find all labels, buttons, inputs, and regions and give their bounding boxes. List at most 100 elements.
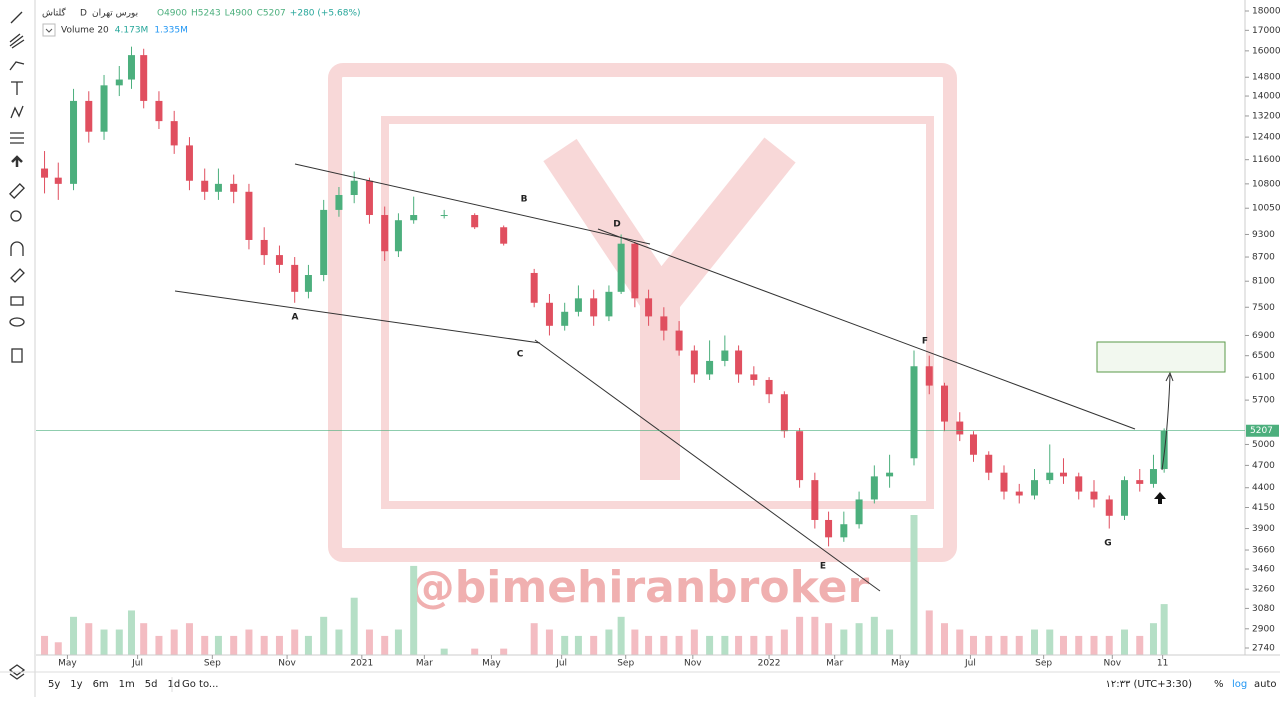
- y-tick-label: 9300: [1252, 230, 1275, 240]
- candle-body: [1059, 472, 1067, 477]
- volume-bar: [1075, 635, 1083, 655]
- candle-body: [335, 195, 343, 210]
- tool-icon[interactable]: [11, 348, 23, 363]
- candle-body: [381, 215, 389, 252]
- tool-icon[interactable]: [11, 81, 23, 95]
- candle-body: [617, 243, 625, 292]
- range-button[interactable]: 1d: [168, 679, 181, 690]
- volume-bar: [925, 610, 933, 655]
- x-tick-label: Sep: [1035, 659, 1052, 669]
- volume-bar: [870, 616, 878, 655]
- tool-icon[interactable]: [9, 61, 25, 71]
- volume-bar: [675, 635, 683, 655]
- y-tick-label: 6900: [1252, 331, 1275, 341]
- range-button[interactable]: 1y: [70, 679, 82, 690]
- candle-body: [100, 85, 108, 132]
- candle-body: [660, 316, 668, 331]
- volume-bar: [70, 616, 78, 655]
- annotation-layer: A B C D E F G: [292, 195, 1112, 572]
- bottom-toolbar: 5y 1y 6m 1m 5d 1d Go to... ۱۲:۳۳ (UTC+3:30)% log…: [0, 671, 1280, 692]
- candle-body: [1149, 469, 1157, 484]
- tool-icon[interactable]: [10, 105, 24, 119]
- y-tick-label: 3460: [1252, 565, 1275, 575]
- ohlc-value: L4900: [225, 9, 253, 19]
- candle-body: [530, 272, 538, 303]
- candle-body: [440, 215, 448, 217]
- tool-icon[interactable]: [10, 296, 24, 306]
- x-tick-label: Sep: [204, 659, 221, 669]
- y-tick-label: 12400: [1252, 133, 1280, 143]
- tool-icon[interactable]: [9, 33, 25, 49]
- candle-body: [811, 480, 819, 520]
- scale-button[interactable]: %: [1214, 679, 1224, 690]
- y-tick-label: 6500: [1252, 351, 1275, 361]
- collapse-button[interactable]: [42, 23, 56, 37]
- tool-icon[interactable]: [10, 132, 24, 144]
- tool-icon[interactable]: [10, 241, 24, 256]
- candle-body: [410, 215, 418, 221]
- candle-body: [201, 180, 209, 192]
- volume-bar: [214, 635, 222, 655]
- candle-body: [304, 275, 312, 292]
- volume-bar: [185, 623, 193, 655]
- volume-bar: [941, 623, 949, 655]
- tool-icon[interactable]: [11, 155, 23, 167]
- tool-icon[interactable]: [10, 268, 25, 283]
- candle-body: [1046, 472, 1054, 481]
- volume-bar: [750, 635, 758, 655]
- volume-bar: [155, 635, 163, 655]
- volume-bar: [260, 635, 268, 655]
- tool-icon[interactable]: [10, 210, 22, 222]
- ohlc-value: O4900: [157, 9, 187, 19]
- y-tick-label: 17000: [1252, 26, 1280, 36]
- range-button[interactable]: 1m: [119, 679, 135, 690]
- annotation-label: E: [820, 562, 826, 572]
- y-tick-label: 13200: [1252, 111, 1280, 121]
- candle-body: [561, 311, 569, 326]
- volume-legend: 1.335M: [154, 26, 188, 36]
- volume-bar: [1090, 635, 1098, 655]
- volume-bar: [660, 635, 668, 655]
- tool-icon[interactable]: [10, 11, 23, 24]
- annotation-label: G: [1104, 539, 1111, 549]
- x-tick-label: 2021: [350, 659, 373, 669]
- y-tick-label: 6100: [1252, 373, 1275, 383]
- range-button[interactable]: 5d: [145, 679, 158, 690]
- y-tick-label: 3900: [1252, 524, 1275, 534]
- tool-icon[interactable]: [9, 317, 25, 327]
- goto-button[interactable]: Go to...: [182, 679, 218, 690]
- candle-layer: [41, 46, 1168, 547]
- candle-body: [690, 350, 698, 375]
- candle-body: [185, 145, 193, 181]
- scale-button[interactable]: log: [1232, 679, 1247, 690]
- volume-bar: [631, 629, 639, 655]
- y-tick-label: 18000: [1252, 7, 1280, 17]
- last-price-label: 5207: [1250, 426, 1273, 436]
- ohlc-value: +280 (+5.68%): [290, 9, 361, 19]
- volume-bar: [765, 635, 773, 655]
- ohlc-value: H5243: [191, 9, 221, 19]
- volume-bar: [1120, 629, 1128, 655]
- volume-bar: [796, 616, 804, 655]
- candle-body: [735, 350, 743, 375]
- volume-legend: 4.173M: [115, 26, 149, 36]
- symbol-title: گلتاش: [42, 7, 66, 19]
- candle-body: [706, 360, 714, 375]
- tool-icon[interactable]: [8, 664, 26, 680]
- tool-icon[interactable]: [9, 183, 25, 199]
- scale-button[interactable]: auto: [1254, 679, 1277, 690]
- x-tick-label: May: [482, 659, 501, 669]
- range-button[interactable]: 5y: [48, 679, 60, 690]
- y-tick-label: 2740: [1252, 644, 1275, 654]
- volume-bar: [304, 635, 312, 655]
- candle-body: [590, 298, 598, 317]
- x-tick-label: 11: [1157, 659, 1168, 669]
- volume-bar: [574, 635, 582, 655]
- trend-line: [534, 339, 881, 592]
- volume-layer: [41, 515, 1168, 655]
- range-button[interactable]: 6m: [93, 679, 109, 690]
- candle-body: [260, 239, 268, 256]
- trend-lines: [174, 163, 1174, 592]
- volume-bar: [115, 629, 123, 655]
